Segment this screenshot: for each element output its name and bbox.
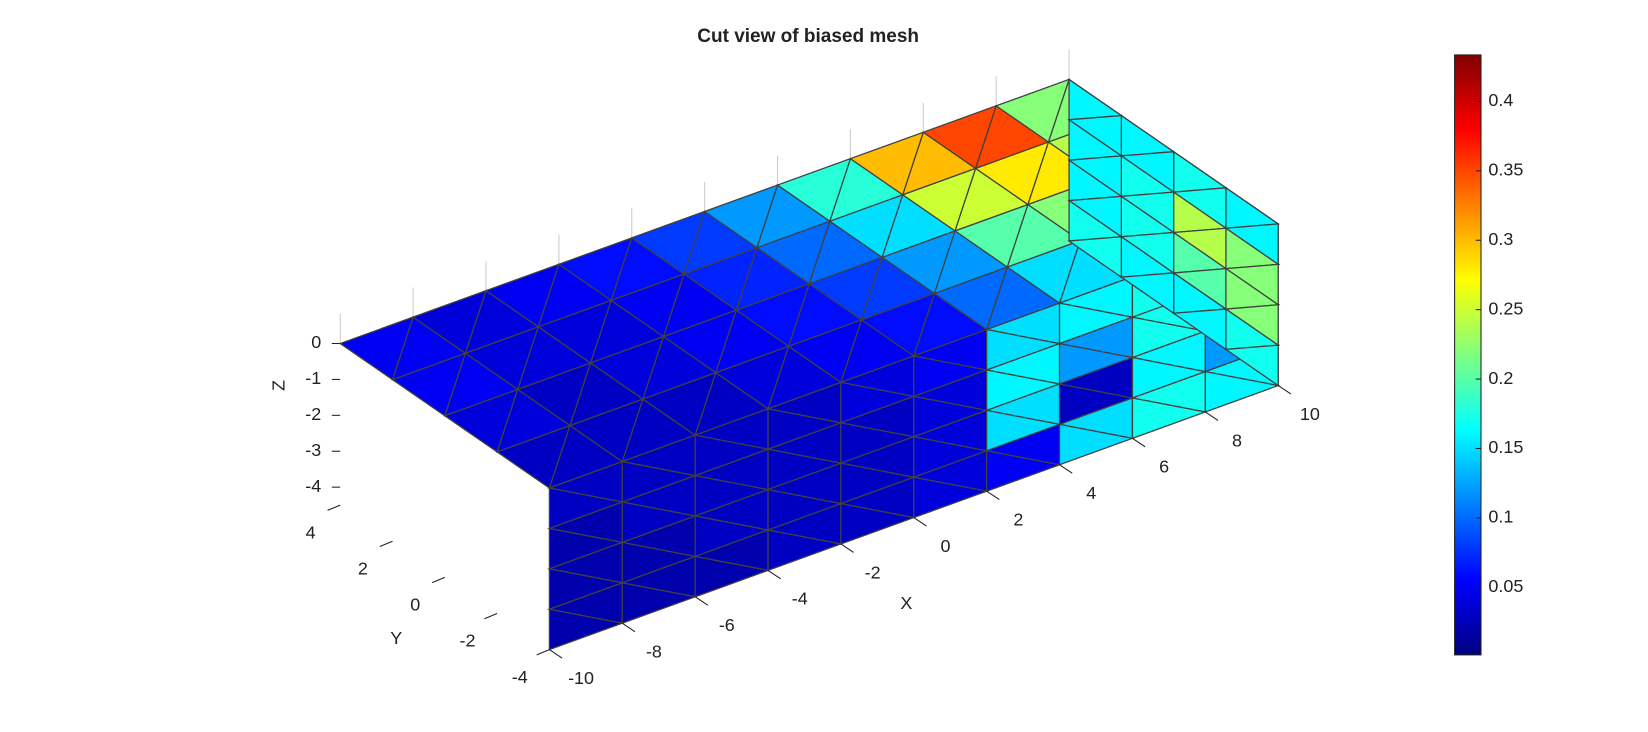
mesh-face [767, 529, 844, 572]
z-tick-label: 0 [311, 332, 321, 352]
y-axis-label: Y [390, 628, 402, 648]
x-tick-label: -6 [719, 615, 735, 635]
colorbar-tick-label: 0.15 [1488, 437, 1523, 457]
mesh-face [986, 450, 1062, 493]
y-tick-label: 0 [410, 595, 420, 615]
y-tick [327, 504, 341, 511]
colorbar-tick-label: 0.4 [1488, 90, 1513, 110]
x-tick [986, 490, 1000, 501]
colorbar-tick-label: 0.1 [1488, 507, 1513, 527]
x-tick [1277, 385, 1292, 395]
y-tick [431, 576, 445, 584]
x-tick [1132, 437, 1146, 448]
x-tick-label: 4 [1086, 483, 1096, 503]
y-tick [484, 612, 498, 620]
mesh-face [776, 157, 852, 223]
x-tick [913, 517, 927, 527]
mesh-face [1119, 272, 1175, 315]
mesh-face [548, 608, 625, 651]
z-axis-label: Z [269, 380, 289, 391]
mesh-face [557, 236, 633, 302]
mesh-face [1067, 236, 1122, 279]
mesh-face [1224, 344, 1279, 387]
mesh-face [338, 316, 415, 381]
z-tick-label: -3 [305, 440, 321, 460]
y-tick-label: -4 [512, 667, 528, 687]
colorbar-tick-label: 0.3 [1488, 229, 1513, 249]
x-tick [1059, 464, 1073, 474]
mesh-face [484, 263, 560, 328]
colorbar-tick-label: 0.2 [1488, 368, 1513, 388]
x-tick-label: -8 [646, 642, 662, 662]
x-tick-label: -4 [792, 589, 808, 609]
x-tick-label: 0 [940, 536, 950, 556]
z-tick-label: -1 [305, 368, 321, 388]
x-tick [1205, 411, 1219, 421]
mesh-face [1120, 114, 1176, 157]
y-tick-label: -2 [460, 631, 476, 651]
mesh-face [1172, 150, 1228, 193]
x-tick-label: -10 [568, 668, 594, 688]
x-tick-label: 8 [1232, 430, 1242, 450]
x-tick-label: 10 [1300, 404, 1320, 424]
x-tick-label: 6 [1159, 457, 1169, 477]
mesh-face [703, 184, 779, 249]
mesh-face [621, 582, 698, 625]
mesh-face [1171, 308, 1227, 351]
colorbar-tick-label: 0.35 [1488, 160, 1523, 180]
x-tick [767, 569, 781, 580]
z-tick-label: -2 [305, 404, 321, 424]
x-tick [694, 596, 709, 606]
mesh-face [411, 289, 488, 355]
mesh-face [913, 476, 990, 519]
mesh-face [840, 502, 917, 545]
chart-title: Cut view of biased mesh [697, 26, 919, 47]
y-tick-label: 2 [358, 558, 368, 578]
mesh-face [1058, 423, 1135, 466]
x-tick-label: -2 [865, 562, 881, 582]
colorbar-tick-label: 0.25 [1488, 298, 1523, 318]
x-tick [840, 543, 854, 553]
colorbar-tick-label: 0.05 [1488, 576, 1523, 596]
x-axis-label: X [900, 593, 912, 613]
x-tick [621, 622, 636, 633]
mesh-face [1068, 78, 1124, 121]
mesh-face [994, 78, 1071, 143]
mesh-face [1225, 186, 1281, 229]
y-tick [379, 540, 393, 548]
mesh-face [849, 131, 925, 196]
y-tick-label: 4 [306, 522, 316, 542]
x-tick [549, 649, 563, 659]
mesh-face [1131, 397, 1208, 440]
mesh-face [630, 210, 706, 276]
z-tick-label: -4 [305, 476, 321, 496]
mesh-face [1204, 370, 1281, 413]
mesh-face [921, 104, 998, 170]
x-tick-label: 2 [1013, 509, 1023, 529]
y-tick [536, 649, 550, 656]
mesh-face [694, 555, 771, 598]
colorbar [1454, 54, 1482, 656]
